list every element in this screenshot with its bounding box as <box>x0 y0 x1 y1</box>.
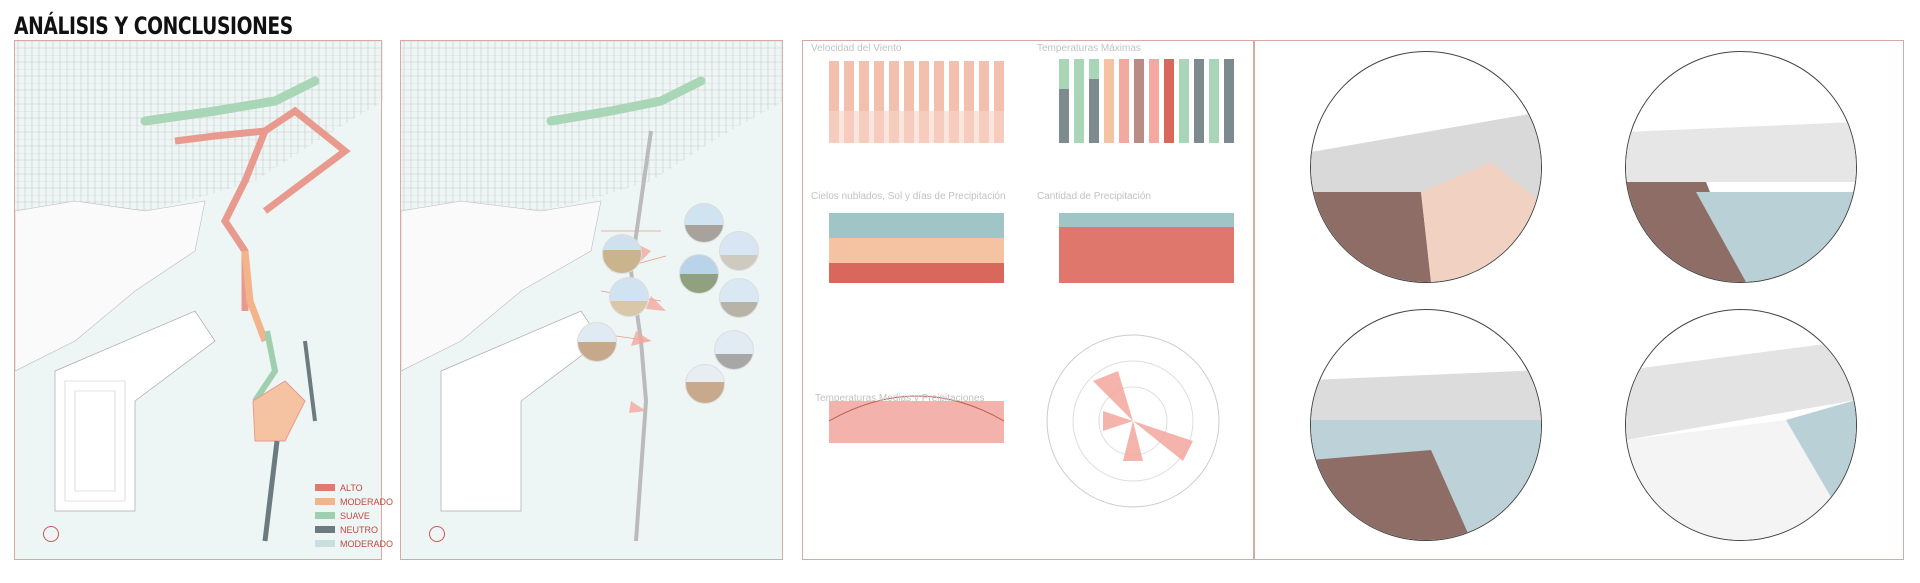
legend-item-suave: SUAVE <box>315 509 393 522</box>
site-photo <box>719 278 759 318</box>
climate-charts-panel: Velocidad del Viento Temperaturas Máxima… <box>802 40 1254 560</box>
site-photo <box>714 330 754 370</box>
site-photo <box>609 277 649 317</box>
site-photo <box>685 364 725 404</box>
section-drawing <box>1310 309 1542 541</box>
legend-swatch <box>315 512 335 519</box>
legend-item-moderado-2: MODERADO <box>315 537 393 550</box>
sections-panel <box>1254 40 1904 560</box>
tmed-chart <box>828 395 1005 443</box>
map-photos-panel <box>400 40 784 560</box>
chart-title-tmax: Temperaturas Máximas <box>1037 43 1141 54</box>
north-arrow-icon <box>43 526 59 542</box>
precip-chart <box>1059 213 1234 283</box>
legend-label: ALTO <box>340 482 363 493</box>
map-intensity-panel: ALTO MODERADO SUAVE NEUTRO MODERADO <box>14 40 393 560</box>
legend-swatch <box>315 540 335 547</box>
map-photos <box>400 41 784 542</box>
chart-title-clouds: Cielos nublados, Sol y días de Precipita… <box>811 191 1006 202</box>
map-legend: ALTO MODERADO SUAVE NEUTRO MODERADO <box>315 481 393 551</box>
legend-swatch <box>315 526 335 533</box>
clouds-chart <box>829 213 1004 283</box>
wind-rose-chart <box>1046 334 1220 508</box>
section-drawing <box>1625 309 1857 541</box>
map-intensity <box>14 41 383 542</box>
tmax-chart <box>1059 59 1234 143</box>
climate-charts <box>828 59 1234 508</box>
chart-title-precip: Cantidad de Precipitación <box>1037 191 1151 202</box>
legend-label: NEUTRO <box>340 524 378 535</box>
section-drawing <box>1625 51 1857 283</box>
legend-item-moderado: MODERADO <box>315 495 393 508</box>
site-photo <box>719 231 759 271</box>
north-arrow-icon <box>429 526 445 542</box>
legend-label: SUAVE <box>340 510 370 521</box>
site-photo <box>577 322 617 362</box>
page-title: ANÁLISIS Y CONCLUSIONES <box>14 12 293 40</box>
chart-title-wind: Velocidad del Viento <box>811 43 902 54</box>
site-photo <box>679 254 719 294</box>
wind-chart <box>829 61 1004 143</box>
site-photo <box>602 234 642 274</box>
site-photo <box>684 203 724 243</box>
legend-swatch <box>315 498 335 505</box>
legend-item-neutro: NEUTRO <box>315 523 393 536</box>
chart-title-tmed: Temperaturas Medias y Preipitaciones <box>815 393 985 404</box>
legend-label: MODERADO <box>340 496 394 507</box>
legend-swatch <box>315 484 335 491</box>
legend-item-alto: ALTO <box>315 481 393 494</box>
section-drawing <box>1310 51 1542 283</box>
legend-label: MODERADO <box>340 538 394 549</box>
